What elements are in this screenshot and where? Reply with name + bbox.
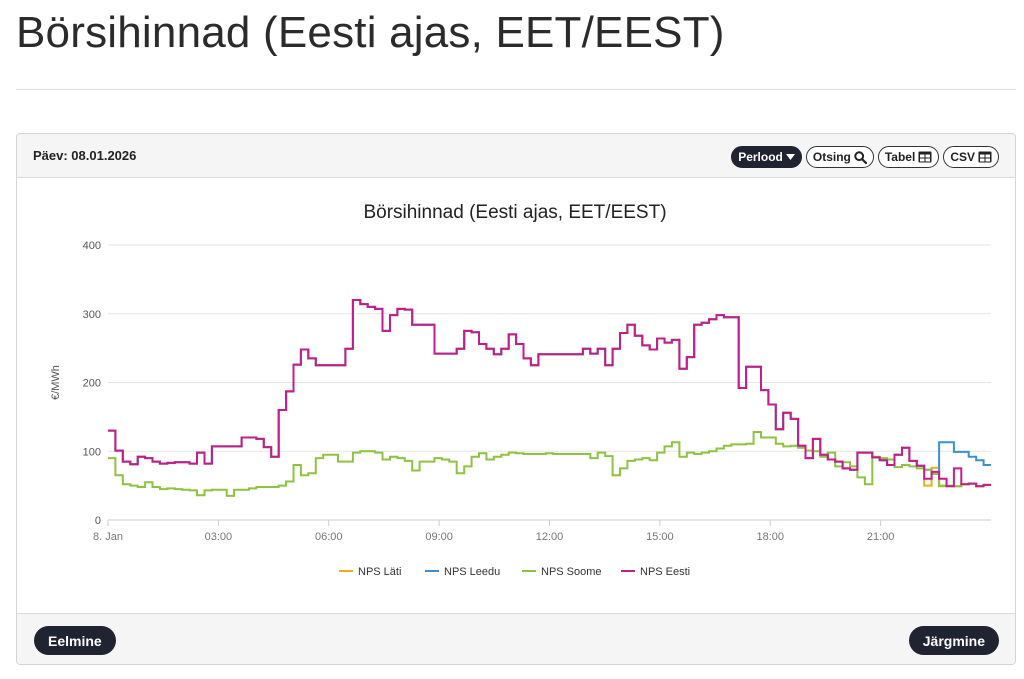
series-line-3[interactable] <box>108 299 991 488</box>
panel-header: Päev: 08.01.2026 Perlood Otsing Tabel CS… <box>17 134 1015 178</box>
price-chart-panel: Päev: 08.01.2026 Perlood Otsing Tabel CS… <box>16 133 1016 665</box>
table-icon <box>978 151 992 163</box>
table-icon <box>918 151 932 163</box>
page-title: Börsihinnad (Eesti ajas, EET/EEST) <box>16 8 725 57</box>
table-label: Tabel <box>884 150 916 164</box>
panel-footer: Eelmine Järgmine <box>17 613 1015 664</box>
y-tick-label: 100 <box>83 446 101 458</box>
caret-down-icon <box>785 154 795 160</box>
y-axis-title: €/MWh <box>50 365 62 400</box>
series-line-1[interactable] <box>108 299 991 475</box>
chart-area: Börsihinnad (Eesti ajas, EET/EEST) 0 100 2… <box>17 178 1015 613</box>
legend-item[interactable]: NPS Soome <box>522 566 602 578</box>
x-tick-label: 03:00 <box>205 531 233 543</box>
chart-toolbar: Perlood Otsing Tabel CSV <box>731 146 999 168</box>
legend-item[interactable]: NPS Eesti <box>621 566 690 578</box>
x-tick-label: 21:00 <box>867 531 895 543</box>
csv-button[interactable]: CSV <box>943 146 999 168</box>
x-tick-label: 12:00 <box>536 531 564 543</box>
legend-item[interactable]: NPS Leedu <box>425 566 500 578</box>
legend-label: NPS Läti <box>358 566 401 578</box>
y-tick-label: 400 <box>83 240 101 252</box>
legend-label: NPS Soome <box>541 566 602 578</box>
x-tick-label: 15:00 <box>646 531 674 543</box>
x-tick-label: 09:00 <box>425 531 453 543</box>
legend-label: NPS Leedu <box>444 566 500 578</box>
y-tick-label: 200 <box>83 378 101 390</box>
x-tick-label: 06:00 <box>315 531 343 543</box>
title-divider <box>16 89 1016 90</box>
legend-label: NPS Eesti <box>640 566 690 578</box>
period-label: Perlood <box>738 150 783 164</box>
search-label: Otsing <box>812 150 851 164</box>
previous-button[interactable]: Eelmine <box>34 626 116 655</box>
x-tick-label: 18:00 <box>756 531 784 543</box>
series-line-0[interactable] <box>108 299 991 488</box>
search-icon <box>854 150 867 164</box>
y-tick-label: 300 <box>83 309 101 321</box>
table-button[interactable]: Tabel <box>877 146 940 168</box>
y-tick-label: 0 <box>95 515 101 527</box>
search-button[interactable]: Otsing <box>805 146 874 168</box>
series-line-2[interactable] <box>108 431 991 497</box>
x-tick-label: 8. Jan <box>93 531 123 543</box>
legend-item[interactable]: NPS Läti <box>339 566 401 578</box>
day-label: Päev: 08.01.2026 <box>33 148 137 163</box>
price-line-chart: Börsihinnad (Eesti ajas, EET/EEST) 0 100 2… <box>50 202 991 578</box>
period-button[interactable]: Perlood <box>731 146 802 168</box>
chart-title: Börsihinnad (Eesti ajas, EET/EEST) <box>363 202 666 223</box>
next-button[interactable]: Järgmine <box>908 626 999 655</box>
csv-label: CSV <box>950 150 975 164</box>
